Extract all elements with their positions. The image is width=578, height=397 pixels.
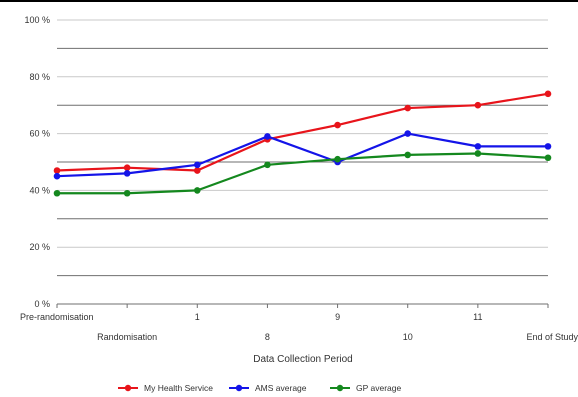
data-point — [123, 164, 131, 171]
series-line — [56, 92, 549, 172]
legend-swatch-marker — [336, 384, 344, 392]
data-point — [334, 155, 341, 163]
data-point — [264, 133, 271, 140]
data-point — [53, 167, 61, 174]
data-point — [53, 172, 61, 180]
data-point — [544, 143, 552, 150]
x-tick-label: 8 — [265, 332, 270, 342]
data-point — [123, 170, 131, 177]
data-point — [404, 151, 412, 159]
data-point — [193, 167, 201, 174]
legend: My Health Service AMS average GP average — [118, 383, 401, 393]
x-tick-label: Randomisation — [97, 332, 157, 342]
series-lines — [53, 90, 552, 197]
legend-swatch-marker — [124, 384, 132, 392]
top-border — [0, 0, 578, 2]
data-point — [334, 121, 341, 129]
x-axis-title: Data Collection Period — [253, 354, 353, 365]
x-tick-label: 9 — [335, 312, 340, 322]
data-point — [544, 154, 552, 162]
data-point — [264, 161, 271, 169]
y-tick-label: 80 % — [29, 72, 50, 82]
data-point — [404, 104, 412, 112]
data-point — [474, 150, 482, 157]
x-tick-label: 11 — [473, 312, 482, 322]
data-point — [193, 187, 201, 194]
x-tick-label: 10 — [403, 332, 413, 342]
data-point — [123, 189, 131, 197]
data-point — [404, 130, 412, 137]
x-tick-label: Pre-randomisation — [20, 312, 94, 322]
axes — [56, 303, 549, 308]
series-line — [56, 132, 548, 178]
tick-labels: 0 % 20 % 40 % 60 % 80 % 100 % Pre-randomisatio… — [20, 15, 578, 342]
x-tick-label: 1 — [195, 312, 200, 322]
data-point — [544, 90, 552, 98]
y-tick-label: 60 % — [29, 129, 50, 139]
y-tick-label: 40 % — [29, 185, 50, 195]
legend-label: AMS average — [255, 383, 307, 393]
data-point — [474, 143, 482, 150]
data-point — [53, 189, 61, 197]
y-tick-label: 0 % — [34, 299, 50, 309]
x-tick-label: End of Study — [526, 332, 578, 342]
data-point — [193, 161, 201, 169]
legend-label: GP average — [356, 383, 401, 393]
y-tick-label: 20 % — [29, 242, 50, 252]
data-point — [474, 101, 482, 109]
legend-label: My Health Service — [144, 383, 213, 393]
legend-swatch-marker — [235, 384, 243, 392]
series-line — [57, 152, 549, 195]
y-tick-label: 100 % — [24, 15, 50, 25]
